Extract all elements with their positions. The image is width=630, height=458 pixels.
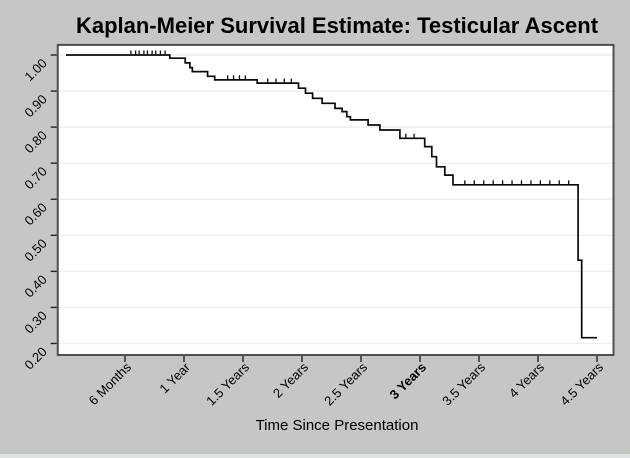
- y-tick-label: 1.00: [21, 56, 50, 85]
- y-tick-label: 0.30: [21, 308, 50, 337]
- x-tick-label: 2.5 Years: [321, 359, 370, 408]
- y-tick-label: 0.40: [21, 272, 50, 301]
- y-tick-label: 0.20: [21, 344, 50, 373]
- y-tick-label: 0.60: [21, 200, 50, 229]
- window-bottom-edge: [0, 454, 630, 458]
- survival-curve: [66, 54, 597, 339]
- x-axis-title: Time Since Presentation: [255, 417, 419, 434]
- y-tick-label: 0.70: [21, 164, 50, 193]
- x-tick-label: 6 Months: [86, 359, 135, 408]
- x-tick-label: 3.5 Years: [439, 359, 488, 408]
- x-tick-label: 3 Years: [386, 360, 429, 403]
- x-tick-label: 1 Year: [156, 359, 193, 396]
- plot-background: [57, 44, 614, 356]
- y-tick-label: 0.80: [21, 128, 50, 157]
- y-tick-label: 0.90: [21, 92, 50, 121]
- x-tick-label: 1.5 Years: [203, 359, 252, 408]
- chart-title: Kaplan-Meier Survival Estimate: Testicul…: [75, 13, 599, 38]
- x-tick-label: 4.5 Years: [557, 359, 606, 408]
- plot-border: [56, 43, 615, 357]
- y-tick-label: 0.50: [21, 236, 50, 265]
- x-tick-label: 2 Years: [270, 359, 312, 401]
- x-tick-label: 4 Years: [506, 359, 548, 401]
